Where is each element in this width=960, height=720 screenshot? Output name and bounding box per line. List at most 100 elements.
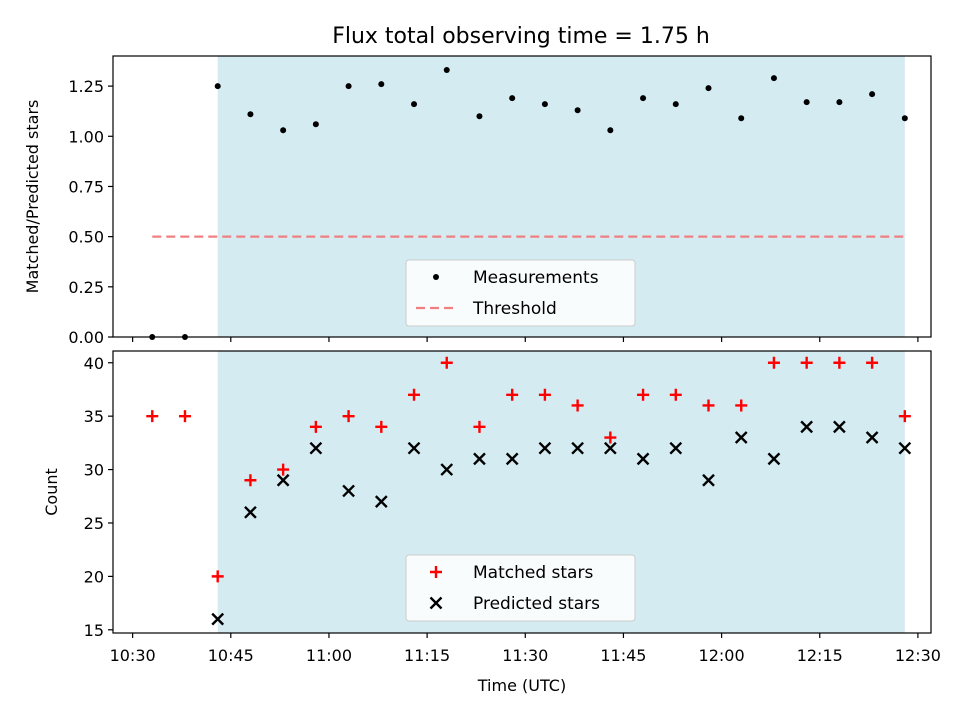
matched-stars-point — [800, 356, 813, 369]
matched-stars-point — [604, 431, 617, 444]
x-tick-label: 11:15 — [404, 646, 450, 665]
predicted-stars-point — [636, 452, 650, 466]
predicted-stars-point — [473, 452, 486, 466]
measurements-point — [607, 127, 614, 134]
y-tick-label: 1.25 — [68, 77, 104, 96]
chart-title: Flux total observing time = 1.75 h — [332, 24, 710, 49]
measurements-point — [443, 67, 450, 74]
measurements-point — [770, 75, 777, 82]
legend: Measurements Threshold — [405, 259, 636, 327]
measurements-point — [345, 83, 352, 90]
y-axis-label: Count — [42, 468, 61, 516]
x-tick-label: 12:30 — [895, 646, 941, 665]
x-tick-label: 11:00 — [306, 646, 352, 665]
predicted-stars-point — [603, 441, 617, 455]
plot-frame — [112, 55, 932, 338]
measurements-point — [672, 101, 679, 108]
y-tick-label: 35 — [84, 407, 104, 426]
legend-item: Threshold — [416, 299, 557, 319]
predicted-stars-point — [440, 463, 454, 476]
legend-box — [405, 554, 636, 622]
predicted-stars-point — [211, 612, 225, 626]
x-tick-label: 12:00 — [699, 646, 745, 665]
legend-label: Predicted stars — [473, 594, 600, 614]
predicted-stars-point — [702, 473, 715, 487]
matched-stars-point — [309, 420, 322, 433]
legend-label: Matched stars — [473, 563, 593, 583]
y-tick-label: 20 — [84, 567, 104, 586]
predicted-stars-point — [669, 441, 683, 455]
legend-item: Predicted stars — [429, 594, 600, 614]
predicted-stars-point — [767, 452, 781, 466]
measurements-point — [640, 95, 647, 102]
y-tick-label: 0.50 — [68, 228, 104, 247]
x-tick-label: 10:45 — [208, 646, 254, 665]
matched-stars-point — [866, 356, 879, 369]
matched-stars-point — [669, 388, 682, 401]
legend-label: Threshold — [472, 299, 557, 319]
predicted-stars-point — [244, 505, 257, 519]
matched-stars-point — [342, 410, 355, 423]
predicted-stars-point — [538, 441, 552, 455]
y-tick-label: 0.25 — [68, 278, 104, 297]
predicted-stars-point — [734, 431, 748, 444]
y-tick-label: 30 — [84, 461, 104, 480]
legend-item: Measurements — [433, 268, 599, 288]
matched-stars-point — [473, 420, 486, 433]
matched-stars-point — [637, 388, 650, 401]
measurements-point — [312, 121, 319, 128]
measurements-point — [476, 113, 483, 120]
x-tick-label: 12:15 — [797, 646, 843, 665]
ratio-panel: 0.00 0.25 0.50 0.75 1.00 1.25 Matched/Predicte… — [23, 55, 932, 347]
measurements-point — [574, 107, 581, 114]
measurements-point — [803, 99, 810, 106]
predicted-stars-point — [800, 420, 814, 434]
measurements-point — [247, 111, 254, 118]
measurements-point — [378, 81, 385, 88]
measurements-point — [738, 115, 745, 122]
legend-marker — [430, 566, 442, 578]
x-tick-label: 11:45 — [600, 646, 646, 665]
predicted-stars-point — [374, 495, 388, 508]
matched-stars-point — [506, 388, 519, 401]
y-tick-label: 40 — [84, 354, 104, 373]
predicted-stars-point — [309, 441, 323, 455]
matched-stars-point — [898, 410, 911, 423]
plot-frame — [112, 350, 932, 634]
matched-stars-point — [178, 410, 191, 423]
x-axis-label: Time (UTC) — [477, 676, 566, 695]
predicted-stars-point — [898, 441, 912, 455]
matched-stars-point — [735, 399, 748, 412]
x-tick-label: 10:30 — [110, 646, 156, 665]
matched-stars-point — [702, 399, 715, 412]
legend-box — [405, 259, 636, 327]
legend-marker — [433, 274, 439, 280]
matched-stars-point — [538, 388, 551, 401]
matched-stars-point — [440, 356, 453, 369]
measurements-point — [214, 83, 221, 90]
measurements-point — [509, 95, 516, 102]
predicted-stars-point — [571, 441, 584, 455]
measurements-point — [705, 85, 712, 92]
y-tick-label: 1.00 — [68, 127, 104, 146]
legend-item: Matched stars — [430, 563, 593, 583]
x-tick-label: 11:30 — [502, 646, 548, 665]
matched-stars-point — [277, 463, 290, 476]
legend: Matched stars Predicted stars — [405, 554, 636, 622]
matched-stars-point — [244, 474, 257, 487]
predicted-stars-point — [505, 452, 519, 466]
predicted-stars-point — [276, 473, 290, 487]
measurements-point — [541, 101, 548, 108]
matched-stars-point — [211, 570, 224, 583]
matched-stars-point — [146, 410, 159, 423]
measurements-point — [411, 101, 418, 108]
legend-label: Measurements — [473, 268, 599, 288]
predicted-stars-point — [342, 484, 355, 498]
matched-stars-point — [833, 356, 846, 369]
measurements-point — [280, 127, 287, 134]
count-panel: 15 20 25 30 35 40 10:30 10:45 11:00 11:15 11:30 11:… — [42, 350, 941, 695]
measurements-point — [869, 91, 876, 98]
matched-stars-point — [767, 356, 780, 369]
matched-stars-point — [571, 399, 584, 412]
